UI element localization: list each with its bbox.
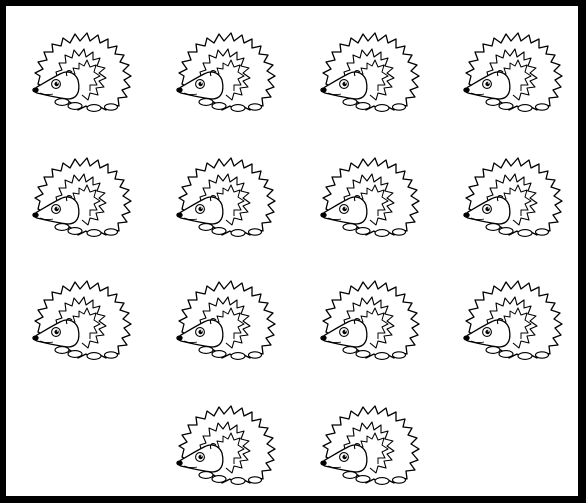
hedgehog-icon — [162, 270, 288, 366]
hedgehog-icon — [18, 147, 144, 243]
hedgehog-icon — [449, 147, 575, 243]
hedgehog-icon — [18, 22, 144, 118]
hedgehog-icon — [162, 147, 288, 243]
hedgehog-icon — [449, 270, 575, 366]
hedgehog-icon — [306, 147, 432, 243]
hedgehog-icon — [306, 395, 432, 491]
hedgehog-icon — [306, 22, 432, 118]
hedgehog-icon — [18, 270, 144, 366]
hedgehog-icon — [449, 22, 575, 118]
hedgehog-icon — [162, 395, 288, 491]
hedgehog-icon — [306, 270, 432, 366]
hedgehog-icon — [162, 22, 288, 118]
